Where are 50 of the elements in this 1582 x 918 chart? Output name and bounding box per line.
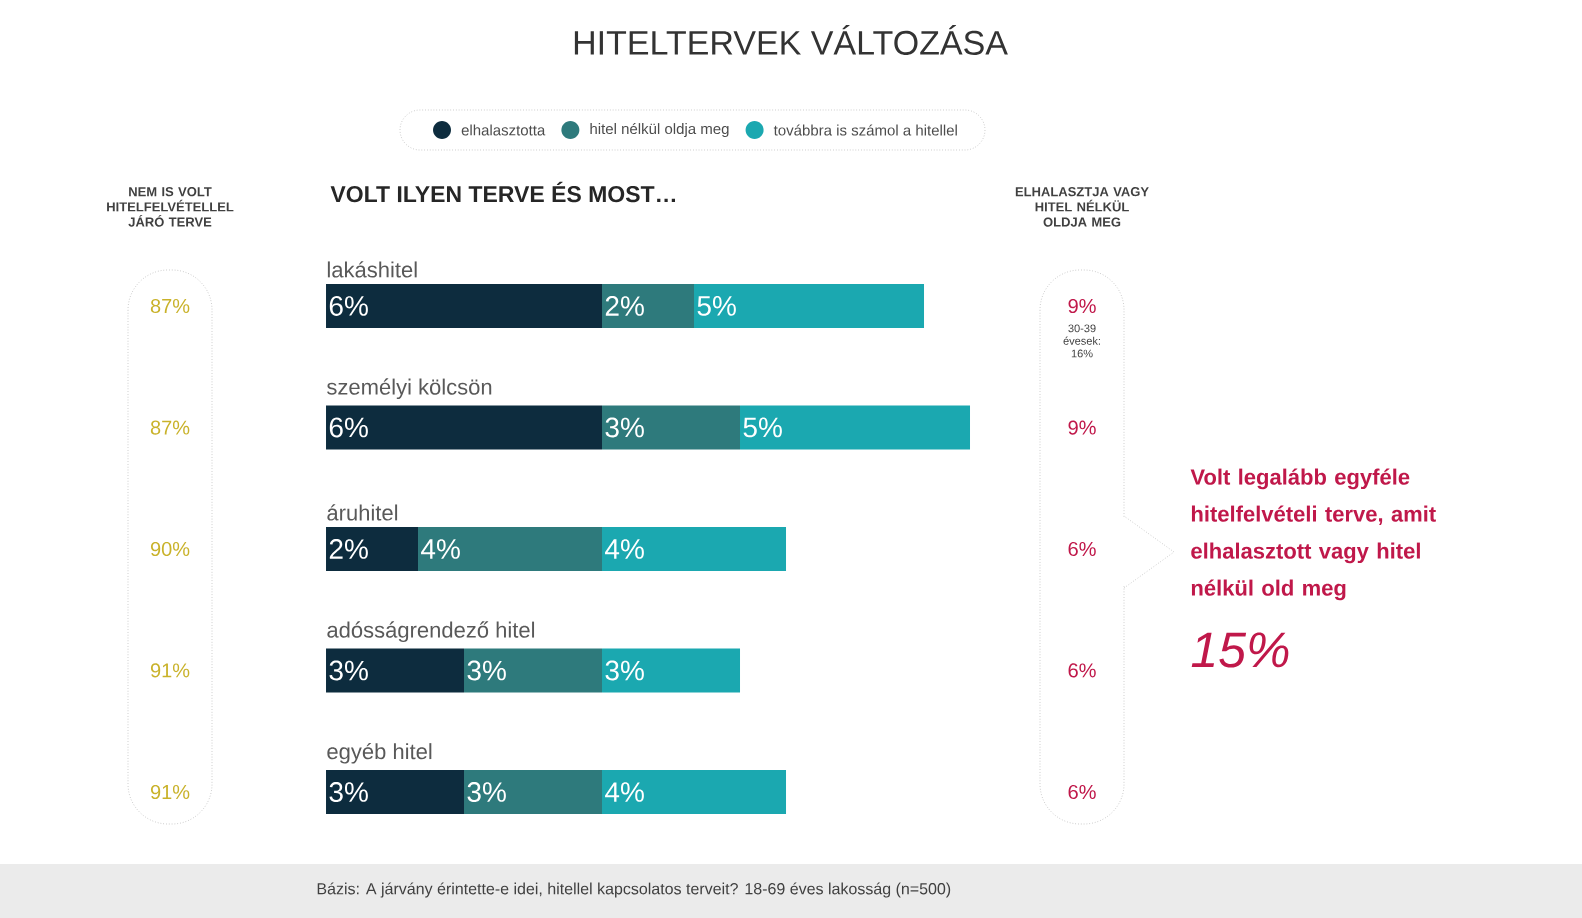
data-label: 3% [605,417,644,438]
data-label: 3% [605,660,644,681]
text: 9% [1068,298,1096,314]
text: 91% [150,663,190,678]
data-label: 2% [329,539,368,559]
bar [464,648,603,693]
bar [326,770,465,815]
data-label: 4% [421,539,460,559]
text: 87% [150,420,190,435]
y-tick-label: lakáshitel [327,261,417,278]
text: 90% [150,541,190,557]
bar [602,527,787,571]
y-tick-label: egyéb hitel [327,742,432,764]
y-tick-label: személyi kölcsön [327,378,492,400]
bar [602,405,741,450]
bar [602,648,741,693]
data-label: 3% [467,782,506,802]
data-label: 3% [467,660,506,681]
text: 87% [150,298,190,314]
bar [326,527,419,571]
bar [602,283,695,328]
data-label: 3% [329,782,368,802]
y-tick-label: áruhitel [327,504,398,521]
chart-subtitle: VOLT ILYEN TERVE ÉS MOST… [330,181,676,203]
data-label: 3% [329,660,368,681]
text: 15% [1191,632,1289,668]
chart-title: HITELTERVEK VÁLTOZÁSA [574,25,1008,55]
bar [326,405,603,450]
text: 6% [1068,663,1096,678]
bar [694,283,925,328]
text: Bázis: A járvány érintette-e idei, hitellel kapcsolatos terveit? 18-69 éves lakosság (n=500) [317,882,951,898]
bar [326,283,603,328]
text: 6% [1068,541,1096,557]
data-label: 6% [329,296,368,316]
bar [602,770,787,815]
text: 6% [1068,784,1096,800]
text: 91% [150,784,190,800]
data-label: 5% [697,296,736,316]
data-label: 6% [329,417,368,438]
data-label: 4% [605,782,644,802]
data-label: 5% [743,417,782,438]
data-label: 2% [605,296,644,316]
text: Volt legalább egyféle hitelfelvételi terve, amit elhalasztott vagy hitel nélkül old meg [1190,468,1436,601]
bar [464,770,603,815]
bar [326,648,465,693]
data-label: 4% [605,539,644,559]
bar [418,527,603,571]
y-tick-label: adósságrendező hitel [327,621,535,643]
bar [740,405,971,450]
text: 9% [1068,420,1096,435]
